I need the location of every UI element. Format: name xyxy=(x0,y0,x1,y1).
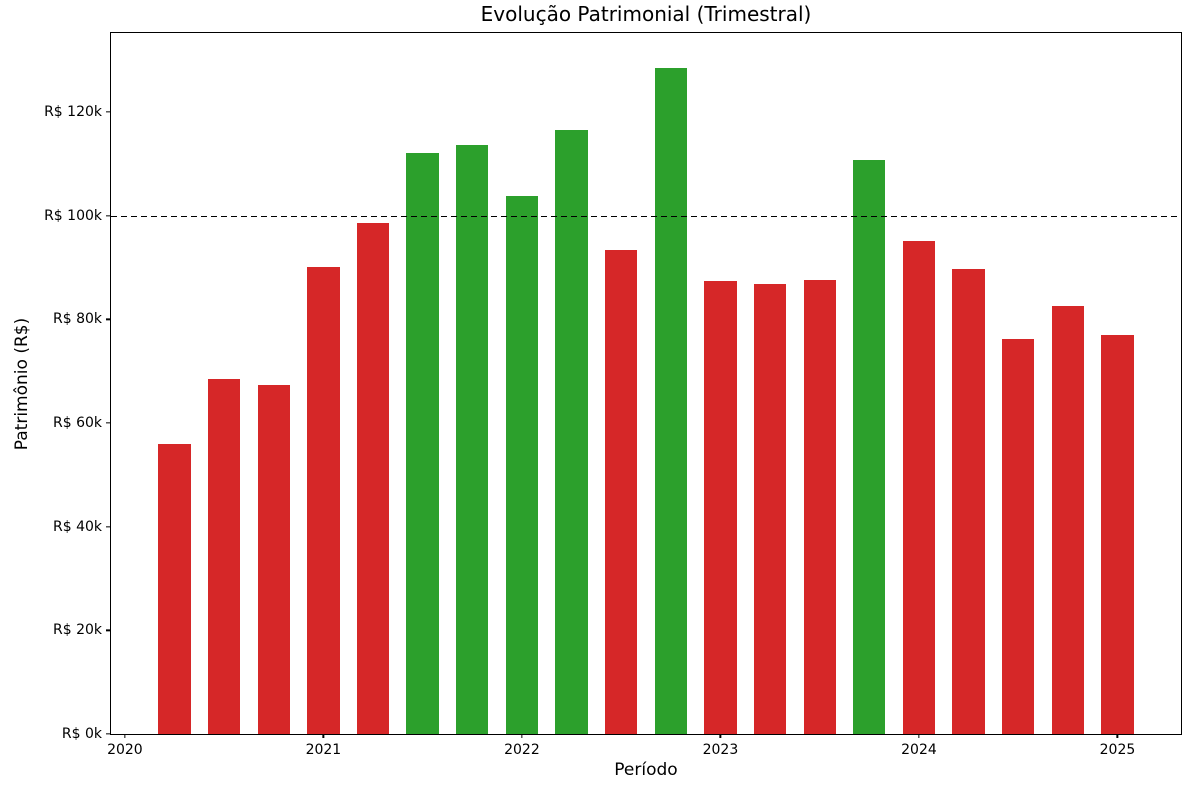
y-tick-label: R$ 100k xyxy=(44,207,102,224)
bar-2020Q3 xyxy=(207,378,241,734)
bar-2022Q4 xyxy=(654,68,687,734)
x-tick-label: 2023 xyxy=(702,742,739,758)
y-tick-label: R$ 60k xyxy=(52,414,102,431)
bar-2024Q2 xyxy=(952,269,985,734)
bar-2021Q2 xyxy=(356,223,390,734)
x-tick-mark xyxy=(124,734,126,738)
y-tick-mark xyxy=(106,733,110,735)
bar-2023Q3 xyxy=(803,280,836,734)
y-axis-label: Patrimônio (R$) xyxy=(12,317,32,450)
x-tick-mark xyxy=(521,734,523,738)
y-tick-mark xyxy=(106,525,110,528)
y-tick-label: R$ 20k xyxy=(52,622,102,639)
bar-2020Q2 xyxy=(158,443,191,734)
y-tick-label: R$ 120k xyxy=(44,103,102,120)
y-tick-mark xyxy=(106,629,110,631)
bar-2021Q3 xyxy=(406,153,439,734)
y-tick-mark xyxy=(106,422,110,424)
bar-2023Q1 xyxy=(704,281,737,734)
bar-2021Q1 xyxy=(307,266,340,734)
y-tick-mark xyxy=(106,111,110,113)
y-tick-label: R$ 80k xyxy=(52,311,102,328)
x-tick-label: 2022 xyxy=(504,742,540,758)
x-tick-mark xyxy=(322,734,325,738)
bar-2020Q4 xyxy=(257,384,290,734)
bar-2024Q1 xyxy=(902,241,936,734)
bar-2024Q3 xyxy=(1002,339,1035,734)
x-tick-label: 2025 xyxy=(1099,742,1136,758)
bar-2022Q3 xyxy=(605,249,638,734)
x-tick-mark xyxy=(1116,734,1119,738)
x-tick-mark xyxy=(918,734,920,738)
bar-2021Q4 xyxy=(456,144,489,734)
bar-2022Q2 xyxy=(555,129,588,734)
chart-title: Evolução Patrimonial (Trimestral) xyxy=(480,2,812,26)
bar-2022Q1 xyxy=(505,196,539,734)
y-tick-label: R$ 0k xyxy=(61,726,102,742)
x-axis-label: Período xyxy=(614,760,678,780)
bar-2023Q4 xyxy=(853,160,886,734)
x-tick-label: 2024 xyxy=(901,742,937,758)
bar-2023Q2 xyxy=(753,283,787,734)
y-tick-mark xyxy=(106,318,110,320)
x-tick-mark xyxy=(719,734,722,738)
x-tick-label: 2021 xyxy=(305,742,342,758)
x-tick-label: 2020 xyxy=(107,742,143,758)
y-tick-mark xyxy=(106,214,110,217)
threshold-line xyxy=(111,215,1181,217)
bar-2024Q4 xyxy=(1051,306,1084,734)
bar-2025Q1 xyxy=(1101,335,1134,734)
plot-area: Evolução Patrimonial (Trimestral) Períod… xyxy=(12,2,1182,780)
y-tick-label: R$ 40k xyxy=(52,518,102,535)
